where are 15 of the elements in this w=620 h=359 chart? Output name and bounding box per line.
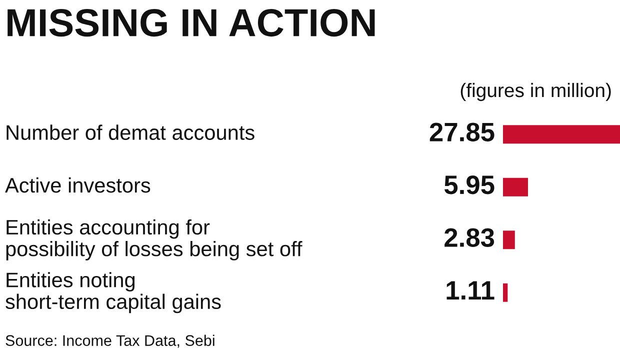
bar — [503, 125, 620, 144]
bar — [503, 230, 515, 250]
data-label: 5.95 — [444, 176, 494, 194]
text: MISSING IN ACTION — [8, 9, 375, 37]
y-tick-label: Entities accounting for possibility of losses being set off — [6, 219, 302, 260]
y-tick-label: Active investors — [5, 177, 150, 193]
data-label: 27.85 — [430, 122, 494, 142]
y-tick-label: Entities noting short-term capital gains — [6, 272, 221, 314]
chart-subtitle: (figures in million) — [460, 82, 611, 102]
source-note: Source: Income Tax Data, Sebi — [6, 334, 214, 348]
y-tick-label: Number of demat accounts — [6, 124, 254, 140]
bar — [503, 178, 528, 196]
bar — [503, 283, 508, 302]
data-label: 1.11 — [446, 281, 494, 300]
data-label: 2.83 — [444, 228, 494, 247]
